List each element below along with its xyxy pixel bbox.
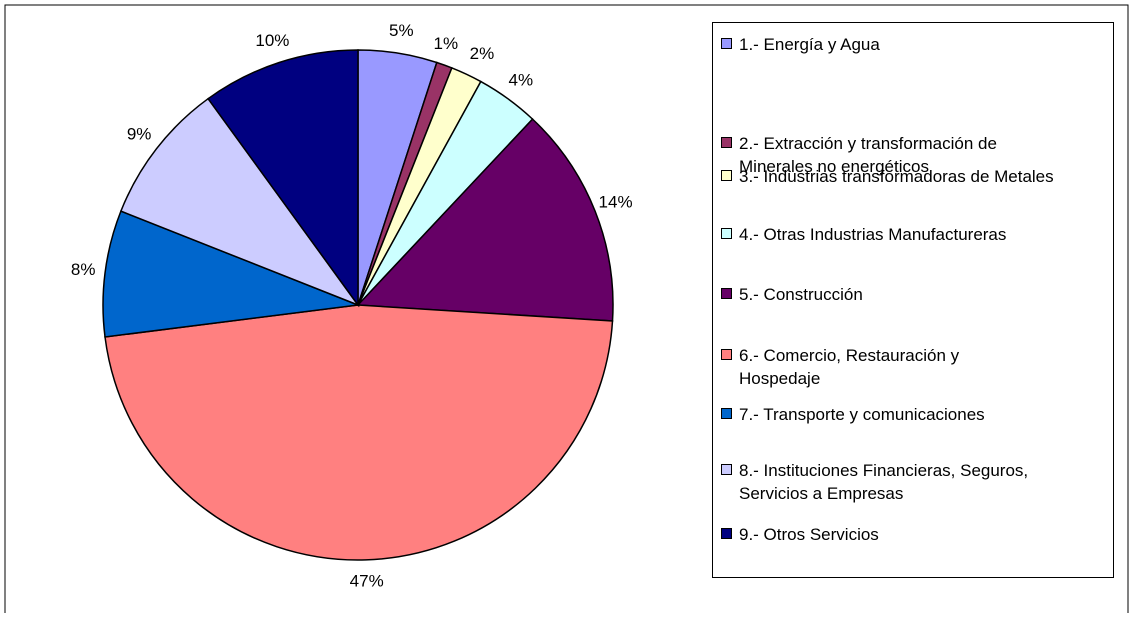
pie-slice <box>119 97 361 307</box>
data-label: 1% <box>434 34 459 53</box>
legend-item: 3.- Industrias transformadoras de Metale… <box>721 165 1069 188</box>
data-label: 47% <box>350 571 384 590</box>
legend-item: 5.- Construcción <box>721 283 1124 306</box>
legend-label: 6.- Comercio, Restauración y Hospedaje <box>739 346 960 388</box>
pie-slice <box>104 304 614 561</box>
legend-item: 7.- Transporte y comunicaciones <box>721 403 1124 426</box>
legend-swatch <box>721 38 732 49</box>
legend-label: 4.- Otras Industrias Manufactureras <box>739 225 1007 244</box>
legend-item: 6.- Comercio, Restauración y Hospedaje <box>721 344 1039 390</box>
legend-swatch <box>721 528 732 539</box>
legend-swatch <box>721 408 732 419</box>
legend-swatch <box>721 464 732 475</box>
data-label: 9% <box>127 125 152 144</box>
data-label: 10% <box>255 31 289 50</box>
legend-item: 2.- Extracción y transformación de Miner… <box>721 132 1069 178</box>
data-label: 2% <box>470 44 495 63</box>
legend-swatch <box>721 228 732 239</box>
legend-label: 1.- Energía y Agua <box>739 35 880 54</box>
data-label: 5% <box>389 21 414 40</box>
legend-label: 3.- Industrias transformadoras de Metale… <box>739 167 1054 186</box>
legend-item: 9.- Otros Servicios <box>721 523 1124 546</box>
legend-item: 8.- Instituciones Financieras, Seguros, … <box>721 459 1059 505</box>
data-label: 4% <box>509 70 534 89</box>
legend-swatch <box>721 170 732 181</box>
pie-slice <box>356 118 614 322</box>
legend-item: 4.- Otras Industrias Manufactureras <box>721 223 1124 246</box>
data-label: 14% <box>599 193 633 212</box>
pie-slice <box>207 49 359 308</box>
pie-slice <box>102 210 359 338</box>
legend-swatch <box>721 137 732 148</box>
chart-border <box>4 4 1129 613</box>
legend-label: 5.- Construcción <box>739 285 863 304</box>
legend: 1.- Energía y Agua 2.- Extracción y trans… <box>712 22 1114 578</box>
legend-swatch <box>721 288 732 299</box>
data-label: 8% <box>71 260 96 279</box>
legend-label: 2.- Extracción y transformación de Miner… <box>739 134 997 176</box>
legend-item: 1.- Energía y Agua <box>721 33 1124 56</box>
legend-label: 8.- Instituciones Financieras, Seguros, … <box>739 461 1029 503</box>
legend-label: 9.- Otros Servicios <box>739 525 879 544</box>
legend-label: 7.- Transporte y comunicaciones <box>739 405 985 424</box>
legend-swatch <box>721 349 732 360</box>
